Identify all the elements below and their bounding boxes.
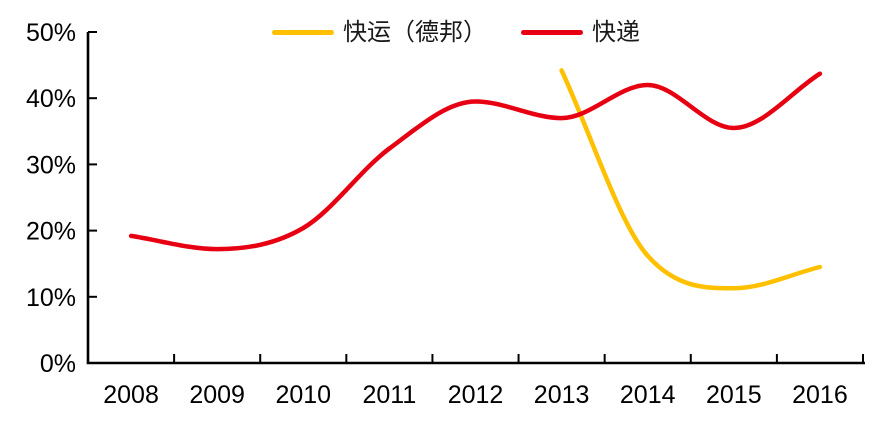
x-tick-label: 2013 — [534, 381, 590, 409]
x-tick-label: 2011 — [363, 381, 417, 409]
x-tick-label: 2008 — [103, 381, 159, 409]
series-line-freight-deppon — [559, 68, 823, 291]
x-tick-label: 2010 — [275, 381, 331, 409]
y-tick-label: 20% — [26, 218, 76, 246]
freight-series-line-swatch — [272, 29, 334, 35]
chart-legend: 快运（德邦） 快递 — [272, 20, 640, 44]
legend-item-express: 快递 — [521, 20, 640, 44]
y-tick-label: 10% — [26, 284, 76, 312]
y-tick-label: 50% — [26, 19, 76, 47]
x-tick-label: 2015 — [706, 381, 762, 409]
x-tick-label: 2016 — [792, 381, 848, 409]
express-series-line-swatch — [521, 29, 583, 35]
x-tick-label: 2009 — [189, 381, 245, 409]
y-tick-label: 30% — [26, 151, 76, 179]
freight-series-label: 快运（德邦） — [343, 18, 487, 46]
x-tick-label: 2014 — [620, 381, 676, 409]
x-tick-label: 2012 — [448, 381, 504, 409]
express-series-label: 快递 — [592, 18, 640, 46]
y-tick-label: 0% — [40, 350, 76, 378]
y-tick-label: 40% — [26, 85, 76, 113]
series-line-express — [128, 71, 823, 252]
legend-item-freight-deppon: 快运（德邦） — [272, 20, 487, 44]
